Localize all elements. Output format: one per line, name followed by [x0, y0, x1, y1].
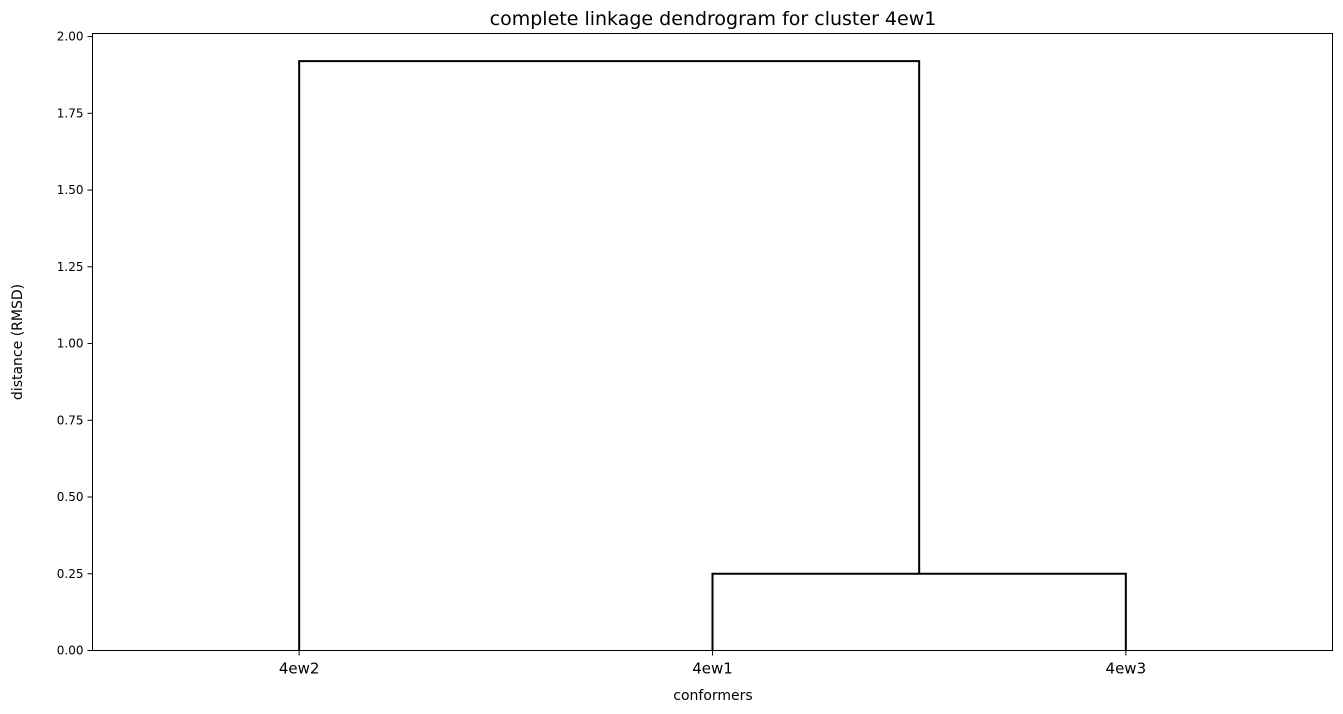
y-axis-label: distance (RMSD) — [10, 284, 26, 400]
y-tick-label: 1.75 — [57, 106, 84, 120]
y-tick-label: 1.00 — [57, 337, 84, 351]
y-tick-label: 0.00 — [57, 644, 84, 658]
y-tick-label: 0.75 — [57, 413, 84, 427]
x-tick-label: 4ew2 — [279, 660, 320, 678]
x-axis-ticks: 4ew2 4ew1 4ew3 — [279, 650, 1147, 678]
dendrogram-links — [298, 60, 1127, 651]
y-tick-label: 1.50 — [57, 183, 84, 197]
y-tick-label: 1.25 — [57, 260, 84, 274]
y-tick-label: 2.00 — [57, 30, 84, 44]
dendrogram-link-2 — [298, 60, 921, 651]
plot-frame — [92, 33, 1333, 651]
chart-title: complete linkage dendrogram for cluster … — [490, 8, 937, 30]
y-tick-label: 0.25 — [57, 567, 84, 581]
x-tick-label: 4ew1 — [692, 660, 733, 678]
y-tick-label: 0.50 — [57, 490, 84, 504]
x-axis-label: conformers — [673, 688, 752, 704]
dendrogram-link-1 — [711, 572, 1127, 651]
y-axis-ticks: 0.00 0.25 0.50 0.75 1.00 1.25 1.50 1.75 2.00 — [57, 30, 93, 658]
x-tick-label: 4ew3 — [1106, 660, 1147, 678]
